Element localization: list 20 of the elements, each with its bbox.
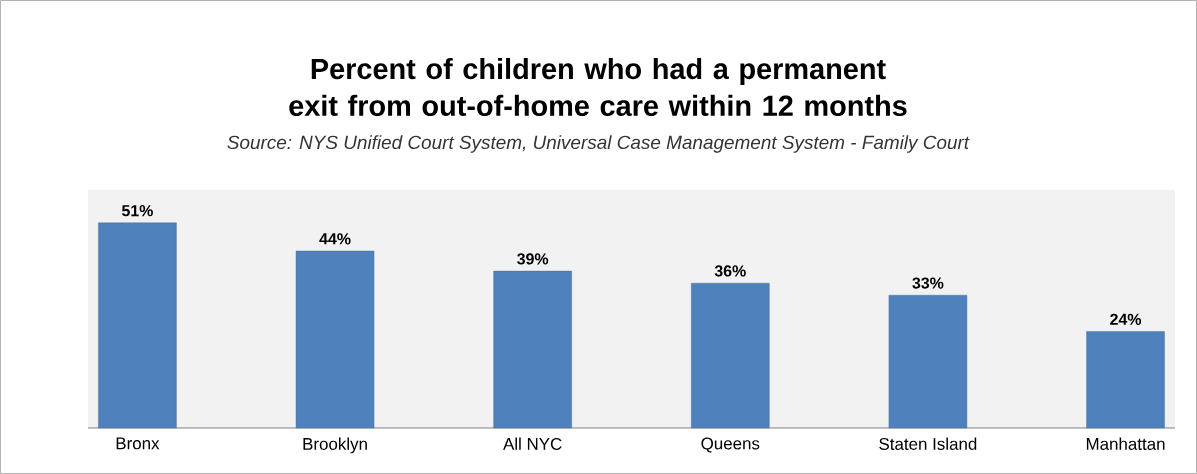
bar (493, 270, 572, 429)
bar (1086, 331, 1165, 429)
bar (691, 282, 770, 429)
data-label: 33% (912, 277, 944, 289)
data-label: 44% (319, 233, 351, 245)
x-tick-label: Brooklyn (303, 437, 367, 454)
source-note: Source: NYS Unified Court System, Universal Case Management System - Family Court (227, 135, 970, 153)
x-tick-label: Queens (701, 437, 760, 453)
bar (295, 250, 375, 429)
x-tick-label: Bronx (116, 437, 160, 450)
x-tick-label: All NYC (503, 437, 562, 450)
data-label: 36% (714, 265, 746, 277)
x-tick-label: Staten Island (879, 437, 977, 450)
data-label: 24% (1110, 313, 1142, 325)
data-label: 51% (121, 205, 153, 217)
data-label: 39% (517, 253, 549, 265)
bar (98, 222, 177, 429)
x-tick-label: Manhattan (1086, 437, 1165, 450)
chart-title: Percent of children who had a permanent exit from out-of-home care within 12 months (289, 57, 907, 117)
bar (888, 295, 968, 429)
